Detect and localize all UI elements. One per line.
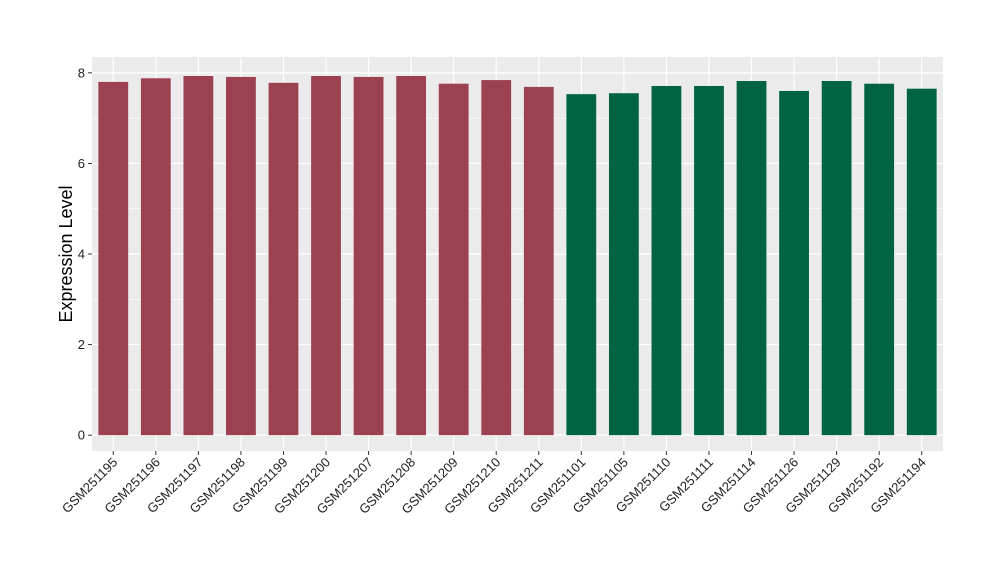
- y-axis-title: Expression Level: [56, 185, 76, 322]
- bar: [694, 85, 724, 436]
- y-tick-label: 6: [78, 156, 85, 171]
- bar: [523, 86, 554, 436]
- bar: [438, 83, 469, 436]
- bar: [353, 76, 384, 436]
- bar: [268, 82, 299, 436]
- bar: [608, 93, 639, 436]
- bar: [906, 88, 937, 436]
- bar: [736, 81, 767, 436]
- bar: [98, 81, 129, 436]
- y-tick-label: 2: [78, 337, 85, 352]
- bars: [98, 76, 937, 436]
- bar: [226, 76, 256, 436]
- bar: [183, 76, 214, 436]
- x-axis: GSM251195GSM251196GSM251197GSM251198GSM2…: [59, 451, 929, 517]
- bar: [311, 76, 341, 436]
- bar: [864, 83, 895, 436]
- y-tick-label: 4: [78, 247, 85, 262]
- bar: [481, 80, 512, 436]
- bar: [651, 85, 682, 436]
- y-axis: 0 2 4 6 8: [78, 65, 92, 443]
- bar: [566, 94, 597, 436]
- bar: [779, 90, 809, 436]
- bar: [140, 78, 171, 436]
- y-tick-label: 0: [78, 428, 85, 443]
- bar: [396, 76, 427, 436]
- y-tick-label: 8: [78, 65, 85, 80]
- bar: [821, 81, 852, 436]
